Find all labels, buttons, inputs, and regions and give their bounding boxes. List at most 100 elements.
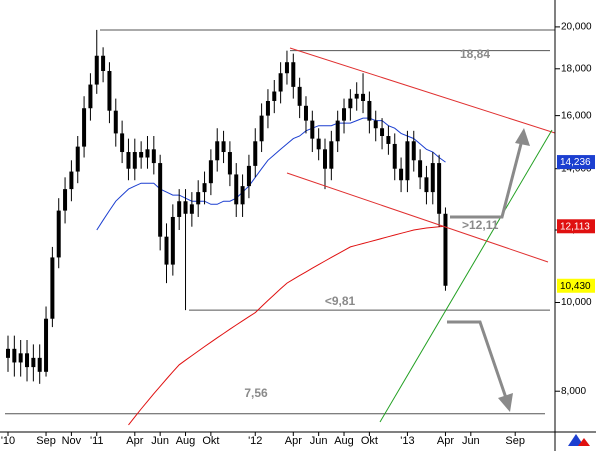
annotation-layer: >12,11 18,84 <9,81 7,56 xyxy=(244,47,498,400)
candle-body xyxy=(405,141,410,181)
candle-body xyxy=(227,152,232,175)
candle-body xyxy=(310,120,315,139)
candle-body xyxy=(373,120,378,129)
arrows xyxy=(447,128,530,412)
level-label: 7,56 xyxy=(244,386,268,400)
candle-body xyxy=(329,141,334,169)
candle-body xyxy=(6,348,10,358)
candle-body xyxy=(196,192,201,205)
candle-body xyxy=(361,93,366,101)
price-marker xyxy=(557,219,595,234)
x-tick-label: Sep xyxy=(36,435,56,447)
candle-body xyxy=(75,146,80,172)
candle-body xyxy=(278,73,283,92)
candle-body xyxy=(418,160,423,178)
candle-body xyxy=(386,136,391,144)
x-tick-label: Sep xyxy=(505,435,525,447)
moving-average xyxy=(128,225,446,426)
x-tick-label: Aug xyxy=(176,435,196,447)
reference-layer xyxy=(5,29,555,415)
x-tick-label: Aug xyxy=(334,435,354,447)
candle-body xyxy=(303,105,308,121)
candle-body xyxy=(202,183,207,193)
candle-body xyxy=(120,133,125,153)
y-tick-label: 20,000 xyxy=(561,22,592,33)
candle-body xyxy=(380,128,385,137)
candle-body xyxy=(348,98,353,109)
candle-body xyxy=(113,110,118,134)
candle-body xyxy=(151,149,156,164)
price-marker xyxy=(557,155,595,170)
x-tick-label: Jun xyxy=(310,435,328,447)
price-marker-label: 10,430 xyxy=(560,281,591,292)
price-marker-label: 12,113 xyxy=(560,221,590,232)
x-tick-label: '12 xyxy=(248,435,262,447)
trend-lines xyxy=(286,47,556,423)
x-tick-label: '11 xyxy=(90,435,104,447)
annotation: >12,11 xyxy=(462,218,499,232)
candle-body xyxy=(392,143,397,169)
candle-body xyxy=(234,174,239,205)
candle-body xyxy=(208,160,213,184)
candle-layer xyxy=(6,29,448,384)
x-tick-label: Apr xyxy=(126,435,143,447)
candle-body xyxy=(342,108,347,121)
corner-icon xyxy=(568,434,590,446)
candle-body xyxy=(291,62,296,87)
candle-body xyxy=(259,115,264,142)
level-label: <9,81 xyxy=(325,294,356,308)
candle-body xyxy=(437,163,442,214)
y-tick-label: 16,000 xyxy=(561,110,592,121)
arrow-up xyxy=(450,139,524,219)
moving-average-layer xyxy=(96,117,446,426)
candle-body xyxy=(50,257,55,319)
candle-body xyxy=(240,186,245,205)
x-tick-label: '13 xyxy=(400,435,414,447)
moving-average xyxy=(96,117,446,231)
icon-shape xyxy=(578,438,590,446)
candle-body xyxy=(31,357,36,368)
candle-body xyxy=(56,210,61,258)
candle-body xyxy=(297,86,302,106)
candle-body xyxy=(94,55,99,85)
candle-body xyxy=(69,171,74,190)
candle-body xyxy=(399,168,404,181)
x-tick-label: Okt xyxy=(202,435,219,447)
price-marker-label: 14,236 xyxy=(560,157,591,168)
candle-body xyxy=(145,149,150,158)
x-tick-label: Jun xyxy=(151,435,169,447)
candle-body xyxy=(354,93,359,99)
candle-body xyxy=(284,62,289,74)
candle-body xyxy=(246,165,251,187)
candle-body xyxy=(126,152,131,169)
candle-body xyxy=(44,318,49,372)
candle-body xyxy=(164,236,169,265)
y-tick-label: 10,000 xyxy=(561,297,592,308)
candle-body xyxy=(424,177,429,193)
icon-shape xyxy=(568,434,584,446)
candle-body xyxy=(107,71,112,111)
candle-body xyxy=(430,163,435,193)
candle-body xyxy=(158,163,163,237)
candle-body xyxy=(25,353,30,368)
x-tick-label: Nov xyxy=(62,435,82,447)
y-tick-label: 18,000 xyxy=(561,63,592,74)
candle-body xyxy=(316,138,321,150)
x-tick-label: Jun xyxy=(462,435,480,447)
candle-body xyxy=(139,152,144,158)
candle-body xyxy=(37,357,42,372)
channel-upper xyxy=(289,47,556,134)
price-marker xyxy=(557,278,595,293)
candle-body xyxy=(183,201,188,214)
candle-body xyxy=(12,348,17,363)
y-tick-label: 8,000 xyxy=(561,386,586,397)
candle-body xyxy=(177,201,182,217)
x-tick-label: Apr xyxy=(437,435,454,447)
candle-body xyxy=(411,141,416,161)
candle-body xyxy=(63,189,68,211)
support-line xyxy=(379,129,553,423)
candle-body xyxy=(132,152,137,169)
candle-body xyxy=(101,55,106,72)
arrow-down-head xyxy=(498,393,513,412)
